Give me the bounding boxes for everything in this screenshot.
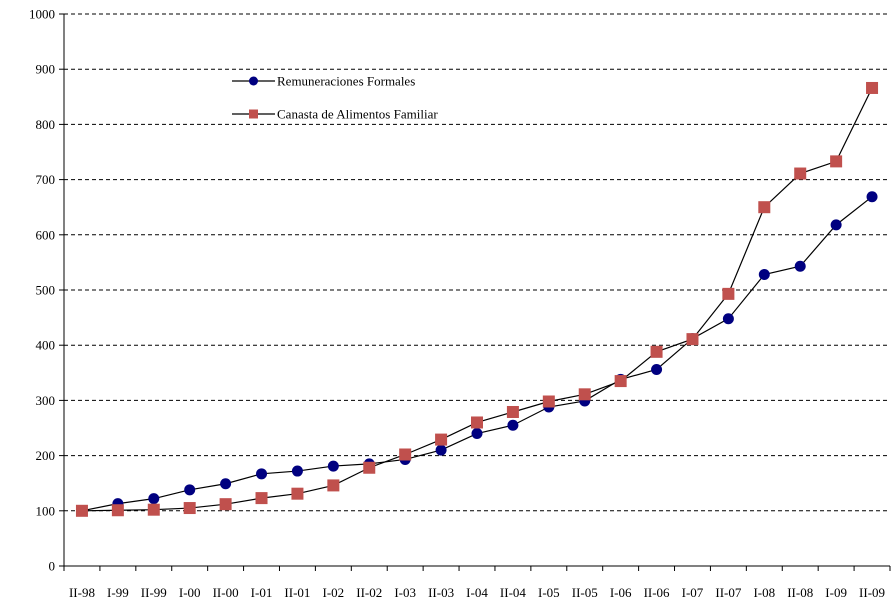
data-point (327, 479, 340, 492)
data-point (75, 504, 88, 517)
series-line (81, 87, 873, 512)
data-point (471, 416, 483, 429)
legend-marker (249, 76, 258, 86)
x-tick-label: I-03 (394, 585, 416, 600)
data-point (614, 375, 627, 388)
x-tick-label: I-04 (466, 585, 488, 600)
x-tick-label: I-07 (682, 585, 704, 600)
data-point (148, 493, 160, 505)
data-point (650, 345, 663, 358)
legend-marker (249, 109, 258, 119)
data-point (507, 419, 519, 431)
series-line (81, 196, 873, 512)
x-tick-label: I-05 (538, 585, 560, 600)
y-tick-label: 1000 (29, 7, 55, 22)
y-tick-label: 500 (36, 283, 56, 298)
data-point (255, 492, 268, 505)
x-tick-label: I-06 (610, 585, 632, 600)
data-point (506, 405, 519, 418)
data-point (327, 460, 339, 472)
data-point (686, 333, 699, 346)
x-tick-label: II-02 (356, 585, 382, 600)
legend-entry: Remuneraciones Formales (232, 74, 415, 89)
x-tick-label: II-05 (572, 585, 598, 600)
data-point (794, 167, 807, 180)
y-tick-label: 700 (36, 172, 56, 187)
data-point (219, 498, 232, 511)
data-point (758, 269, 770, 281)
x-axis-ticks: II-98 I-99 II-99 I-00 II-00 I-01 II-01 I-02 II-0… (63, 566, 891, 600)
data-point (435, 433, 448, 446)
legend: Remuneraciones Formales Canasta de Alimen… (232, 74, 438, 122)
data-point (183, 502, 196, 515)
data-point (363, 461, 376, 474)
data-point (866, 81, 879, 94)
data-point (830, 155, 843, 168)
x-tick-label: II-07 (715, 585, 741, 600)
y-tick-label: 600 (36, 227, 56, 242)
legend-label: Canasta de Alimentos Familiar (277, 107, 438, 122)
data-point (722, 287, 735, 300)
data-point (184, 484, 196, 496)
x-tick-label: I-02 (323, 585, 345, 600)
x-tick-label: II-98 (69, 585, 95, 600)
y-tick-label: 0 (49, 559, 56, 574)
x-tick-label: II-01 (284, 585, 310, 600)
y-axis-ticks: 0 100 200 300 400 500 600 700 800 900 1000 (29, 7, 64, 574)
legend-label: Remuneraciones Formales (277, 74, 415, 89)
data-point (722, 313, 734, 325)
y-tick-label: 800 (36, 117, 56, 132)
data-point (399, 448, 412, 461)
data-point (651, 363, 663, 375)
x-tick-label: II-06 (644, 585, 670, 600)
x-tick-label: II-04 (500, 585, 526, 600)
y-tick-label: 900 (36, 62, 56, 77)
data-point (111, 504, 124, 517)
x-tick-label: II-09 (859, 585, 885, 600)
data-point (758, 201, 771, 214)
data-point (256, 468, 268, 480)
data-point (471, 428, 483, 440)
y-tick-label: 300 (36, 393, 56, 408)
legend-entry: Canasta de Alimentos Familiar (232, 107, 438, 122)
x-tick-label: I-00 (179, 585, 201, 600)
data-point (291, 465, 303, 477)
data-point (794, 260, 806, 272)
y-tick-label: 200 (36, 448, 56, 463)
data-point (220, 478, 232, 490)
data-point (830, 219, 842, 231)
series-layer (75, 81, 879, 517)
data-point (542, 395, 555, 408)
x-tick-label: I-08 (753, 585, 775, 600)
x-tick-label: I-01 (251, 585, 273, 600)
x-tick-label: II-03 (428, 585, 454, 600)
y-tick-label: 100 (36, 503, 56, 518)
y-tick-label: 400 (36, 338, 56, 353)
x-tick-label: I-99 (107, 585, 129, 600)
x-tick-label: II-99 (141, 585, 167, 600)
series-canasta-alimentos (75, 81, 879, 517)
data-point (291, 487, 304, 500)
data-point (578, 388, 591, 401)
data-point (147, 503, 160, 516)
x-tick-label: II-00 (213, 585, 239, 600)
data-point (866, 191, 878, 203)
series-remuneraciones-formales (76, 191, 878, 517)
data-point (435, 444, 447, 456)
x-tick-label: II-08 (787, 585, 813, 600)
x-tick-label: I-09 (825, 585, 847, 600)
